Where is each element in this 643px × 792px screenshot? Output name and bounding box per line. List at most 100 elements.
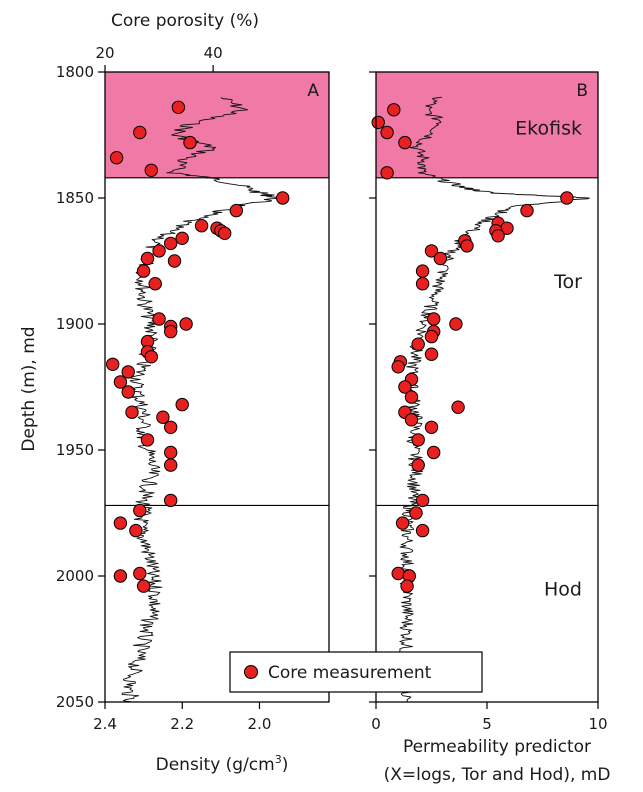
core-measurement-point — [398, 135, 412, 150]
core-measurement-point — [136, 579, 151, 593]
y-tick-label: 1900 — [56, 315, 94, 333]
core-measurement-point — [229, 203, 244, 218]
panel-frame — [104, 71, 330, 703]
core-measurement-point — [380, 125, 394, 140]
core-measurement-point — [148, 277, 162, 291]
x-tick-label: 10 — [588, 715, 607, 733]
core-measurement-point — [183, 135, 197, 150]
y-tick-label: 2000 — [56, 567, 94, 585]
core-measurement-point — [400, 579, 414, 593]
core-measurement-point — [121, 365, 135, 379]
x-axis-title-permeability: Permeability predictor — [403, 737, 591, 757]
core-measurement-point — [276, 191, 290, 205]
core-measurement-point — [415, 523, 430, 538]
x-axis-title-density: Density (g/cm3) — [156, 753, 289, 775]
core-measurement-point — [380, 166, 394, 180]
core-measurement-point — [164, 236, 178, 251]
x-tick-label: 0 — [371, 715, 381, 733]
core-measurement-point — [156, 410, 170, 424]
core-measurement-point — [491, 229, 505, 243]
y-tick-label: 2050 — [56, 693, 94, 711]
ekofisk-shading — [376, 72, 598, 178]
legend-label: Core measurement — [268, 663, 432, 683]
core-measurement-point — [164, 420, 178, 434]
legend: Core measurement — [229, 651, 483, 693]
formation-label: Hod — [544, 579, 582, 601]
core-measurement-point — [133, 566, 147, 581]
x-axis-title-permeability-line2: (X=logs, Tor and Hod), mD — [384, 765, 611, 785]
core-measurement-point — [194, 219, 209, 233]
ekofisk-shading — [105, 72, 329, 178]
y-tick-label: 1850 — [56, 189, 94, 207]
core-measurement-point — [136, 264, 151, 278]
core-measurement-point — [411, 458, 425, 472]
core-measurement-point — [371, 115, 385, 130]
core-measurement-point — [409, 506, 423, 520]
core-measurement-point — [460, 239, 474, 253]
core-measurement-point — [152, 244, 166, 258]
core-measurement-point — [415, 493, 430, 508]
y-axis-title: Depth (m), md — [19, 326, 39, 451]
core-measurement-point — [560, 191, 574, 205]
core-measurement-point — [125, 405, 139, 419]
core-measurement-point — [424, 244, 439, 258]
x-tick-label: 2.2 — [170, 715, 194, 733]
panel-a-density: 1800 1850 1900 1950 2000 2050 2.4 2.2 2.0 A — [56, 63, 330, 733]
core-measurement-point — [387, 103, 401, 117]
y-tick-label: 1950 — [56, 441, 94, 459]
core-measurement-point — [415, 264, 430, 278]
formation-label: Tor — [553, 271, 582, 293]
core-measurement-point — [391, 360, 405, 374]
core-measurement-point — [391, 566, 405, 581]
core-measurement-point — [179, 317, 193, 331]
x-tick-label: 2.4 — [93, 715, 117, 733]
core-measurement-point — [415, 277, 430, 291]
core-measurement-point — [424, 329, 439, 344]
core-measurement-point — [121, 385, 135, 399]
panel-label: B — [576, 81, 588, 101]
x-tick-label: 2.0 — [248, 715, 272, 733]
core-measurement-point — [109, 151, 124, 165]
core-measurement-point — [395, 516, 410, 530]
core-measurement-point — [175, 397, 189, 412]
core-measurement-point — [424, 420, 439, 434]
core-measurement-point — [404, 390, 419, 404]
top-axis-ticks: 20 40 — [95, 44, 223, 72]
core-measurement-point — [113, 375, 128, 389]
legend-marker — [244, 665, 258, 679]
core-measurement-point — [133, 125, 147, 140]
core-measurement-point — [449, 317, 463, 331]
core-measurement-point — [144, 350, 159, 364]
core-measurement-point — [433, 251, 448, 266]
core-measurement-point — [164, 324, 178, 339]
panel-label: A — [307, 81, 319, 101]
core-measurement-point — [167, 254, 182, 268]
log-curve — [121, 96, 286, 703]
core-measurement-point — [520, 203, 534, 218]
x-tick-label: 5 — [482, 715, 492, 733]
top-axis-title: Core porosity (%) — [111, 11, 259, 31]
core-measurement-point — [129, 523, 143, 538]
core-measurement-point — [133, 503, 147, 518]
core-measurement-point — [164, 458, 178, 472]
core-measurement-point — [144, 163, 159, 178]
core-measurement-point — [113, 516, 128, 530]
core-measurement-point — [404, 413, 419, 427]
core-measurement-point — [171, 100, 186, 115]
core-measurement-point — [106, 357, 120, 371]
core-measurement-point — [152, 312, 166, 326]
core-measurement-point — [398, 380, 412, 394]
core-measurement-point — [140, 251, 155, 266]
core-measurement-point — [411, 433, 425, 447]
y-tick-label: 1800 — [56, 63, 94, 81]
core-measurement-point — [427, 445, 441, 460]
core-measurement-point — [451, 400, 465, 414]
core-measurement-point — [175, 231, 189, 246]
legend-box — [229, 651, 483, 693]
core-measurement-point — [411, 337, 425, 351]
panel-b-permeability: 0 5 10 B Ekofisk Tor Hod — [369, 71, 608, 733]
core-measurement-point — [140, 433, 155, 447]
core-measurement-point — [218, 226, 232, 241]
formation-label: Ekofisk — [515, 117, 582, 139]
